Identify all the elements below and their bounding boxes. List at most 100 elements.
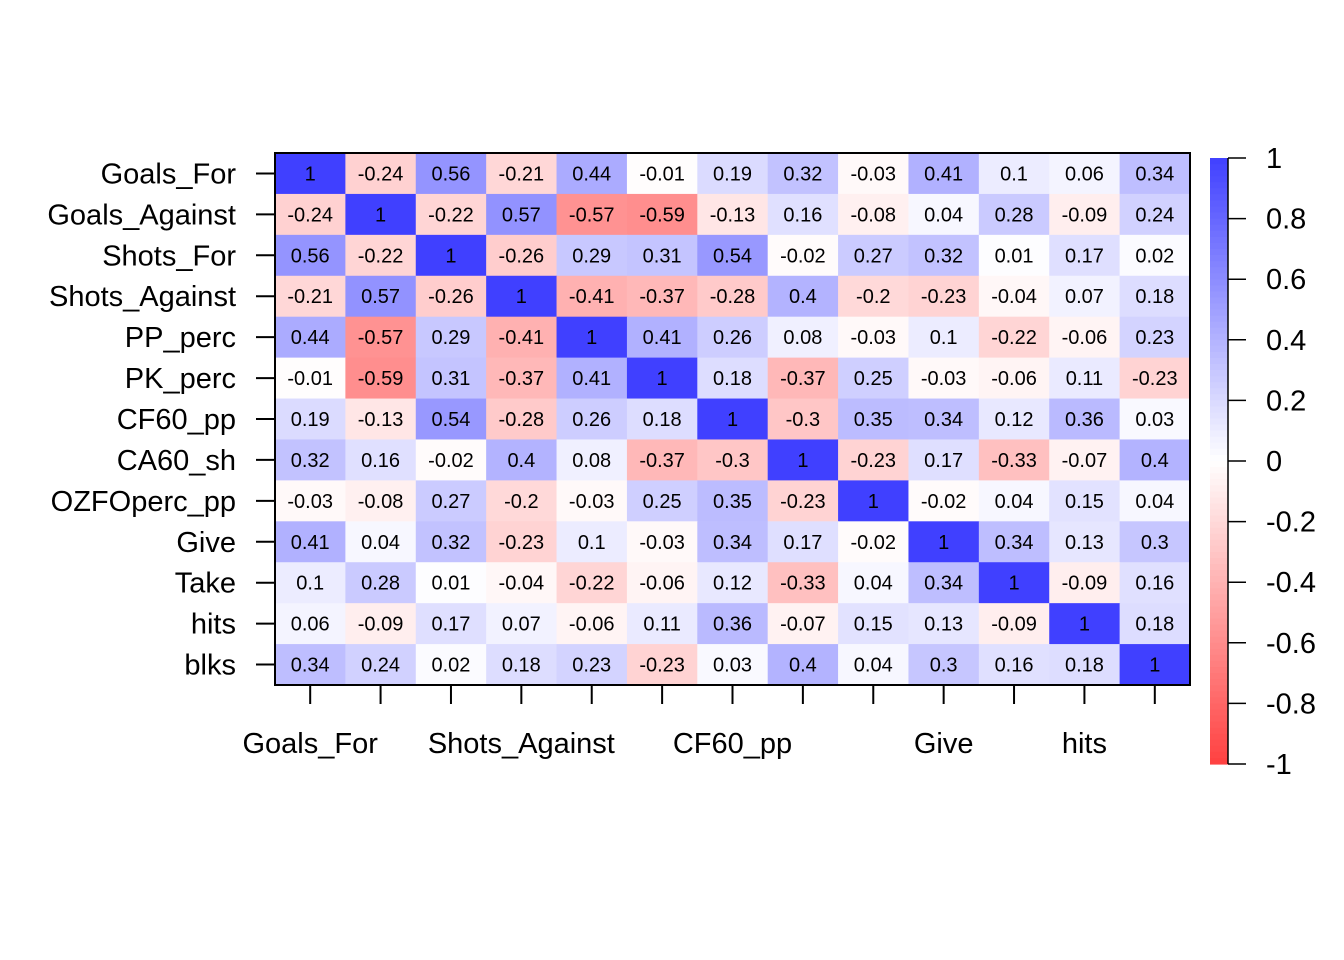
heatmap-cell — [556, 480, 628, 522]
heatmap-cell — [626, 193, 698, 236]
colorbar-segment — [1210, 709, 1228, 717]
cell-value-label: 0.18 — [502, 655, 541, 677]
cell-value-label: 1 — [586, 327, 597, 349]
cell-value-label: 0.18 — [1065, 655, 1104, 677]
colorbar-tick-label: 0.4 — [1266, 325, 1306, 357]
cell-value-label: -0.03 — [287, 491, 333, 513]
heatmap-cell — [345, 234, 417, 277]
colorbar-segment — [1210, 751, 1228, 759]
heatmap-cell — [978, 439, 1050, 481]
heatmap-cell — [275, 316, 346, 359]
heatmap-cell — [767, 480, 839, 522]
heatmap-cell — [697, 562, 769, 604]
cell-value-label: 1 — [305, 163, 316, 185]
heatmap-cell — [1049, 275, 1121, 318]
heatmap-cell — [626, 603, 698, 645]
heatmap-cell — [767, 316, 839, 359]
cell-value-label: -0.23 — [850, 450, 896, 472]
cell-value-label: -0.37 — [639, 286, 685, 308]
cell-value-label: 0.54 — [713, 245, 752, 267]
heatmap-cell — [767, 275, 839, 318]
cell-value-label: 0.32 — [431, 532, 470, 554]
colorbar-segment — [1210, 461, 1228, 468]
colorbar-segment — [1210, 424, 1228, 432]
colorbar-segment — [1210, 667, 1228, 674]
colorbar-segment — [1210, 242, 1228, 250]
cell-value-label: 0.02 — [431, 655, 470, 677]
colorbar-segment — [1210, 176, 1228, 183]
heatmap-cell — [486, 480, 558, 522]
heatmap-cell — [486, 644, 558, 686]
colorbar-segment — [1210, 703, 1228, 711]
cell-value-label: 0.25 — [643, 491, 682, 513]
heatmap-cell — [486, 153, 558, 195]
heatmap-cell — [486, 234, 558, 277]
heatmap-cell — [556, 275, 628, 318]
heatmap-cell — [415, 316, 487, 359]
cell-value-label: 0.1 — [296, 573, 324, 595]
colorbar-tick-label: -0.4 — [1266, 567, 1316, 599]
colorbar-segment — [1210, 279, 1228, 286]
cell-value-label: 0.07 — [502, 614, 541, 636]
cell-value-label: -0.22 — [569, 573, 615, 595]
cell-value-label: -0.33 — [991, 450, 1037, 472]
cell-value-label: 0.01 — [995, 245, 1034, 267]
heatmap-cell — [1119, 357, 1191, 400]
y-axis-label: Shots_Against — [49, 281, 236, 313]
cell-value-label: 0.29 — [572, 245, 611, 267]
heatmap-cell — [767, 644, 839, 686]
colorbar-segment — [1210, 697, 1228, 704]
cell-value-label: 0.13 — [1065, 532, 1104, 554]
colorbar-segment — [1210, 230, 1228, 238]
heatmap-cell — [908, 644, 980, 686]
heatmap-cell — [838, 439, 910, 481]
cell-value-label: -0.57 — [358, 327, 404, 349]
cell-value-label: -0.08 — [850, 204, 896, 226]
cell-value-label: 0.07 — [1065, 286, 1104, 308]
heatmap-cell — [1119, 644, 1191, 686]
colorbar-segment — [1210, 691, 1228, 698]
heatmap-cell — [767, 153, 839, 195]
colorbar-segment — [1210, 636, 1228, 644]
heatmap-cell — [838, 316, 910, 359]
heatmap-cell — [556, 153, 628, 195]
cell-value-label: 0.41 — [572, 368, 611, 390]
colorbar-segment — [1210, 576, 1228, 583]
heatmap-cell — [697, 153, 769, 195]
heatmap-cell — [345, 562, 417, 604]
colorbar-segment — [1210, 503, 1228, 511]
cell-value-label: 0.18 — [1135, 614, 1174, 636]
colorbar-segment — [1210, 527, 1228, 535]
colorbar-segment — [1210, 394, 1228, 401]
colorbar-segment — [1210, 467, 1228, 474]
y-axis-label: Shots_For — [102, 240, 236, 272]
heatmap-cell — [838, 193, 910, 236]
cell-value-label: 1 — [938, 532, 949, 554]
colorbar-segment — [1210, 630, 1228, 638]
cell-value-label: -0.26 — [499, 245, 545, 267]
cell-value-label: -0.08 — [358, 491, 404, 513]
cell-value-label: -0.22 — [358, 245, 404, 267]
cell-value-label: -0.41 — [499, 327, 545, 349]
cell-value-label: 0.28 — [361, 573, 400, 595]
cell-value-label: 0.57 — [361, 286, 400, 308]
cell-value-label: -0.24 — [358, 163, 404, 185]
y-axis-label: PP_perc — [125, 322, 236, 354]
cell-value-label: 0.27 — [431, 491, 470, 513]
colorbar-segment — [1210, 594, 1228, 601]
cell-value-label: 0.34 — [713, 532, 752, 554]
cell-value-label: 0.4 — [507, 450, 535, 472]
y-axis-label: Give — [176, 527, 236, 559]
cell-value-label: 0.57 — [502, 204, 541, 226]
cell-value-label: -0.33 — [780, 573, 826, 595]
cell-value-label: 0.18 — [1135, 286, 1174, 308]
cell-value-label: 0.25 — [854, 368, 893, 390]
cell-value-label: 0.35 — [713, 491, 752, 513]
heatmap-cell — [697, 357, 769, 400]
heatmap-cell — [486, 439, 558, 481]
heatmap-cell — [345, 603, 417, 645]
colorbar-segment — [1210, 370, 1228, 377]
heatmap-cell — [1119, 234, 1191, 277]
heatmap-cell — [697, 275, 769, 318]
heatmap-cell — [978, 398, 1050, 441]
